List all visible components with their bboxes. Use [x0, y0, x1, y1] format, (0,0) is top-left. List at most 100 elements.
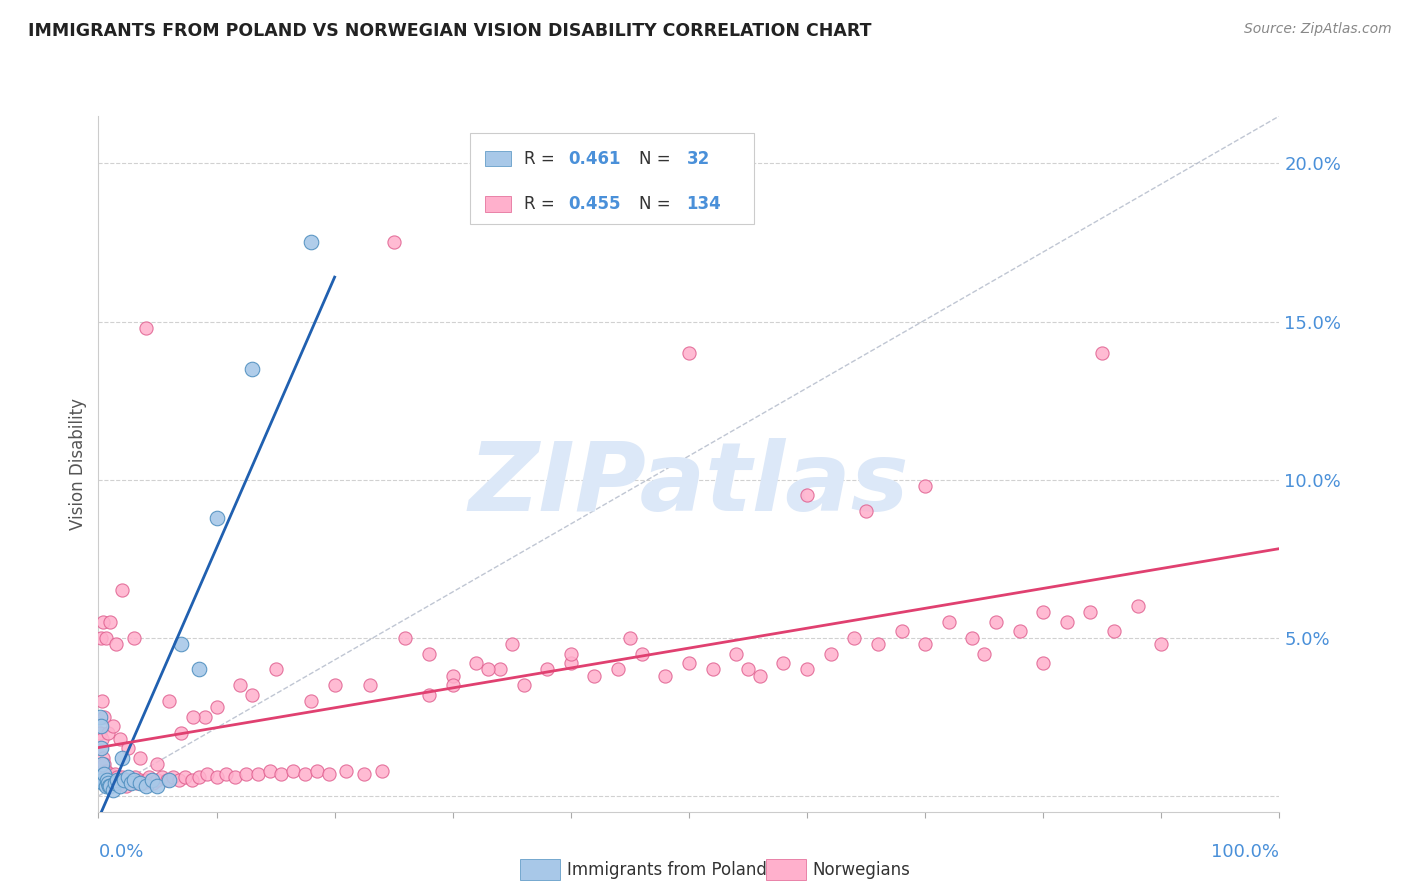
Point — [90, 719, 112, 733]
Point — [560, 647, 582, 661]
Point — [914, 479, 936, 493]
Point — [112, 776, 135, 790]
Point — [194, 710, 217, 724]
Text: R =: R = — [523, 150, 560, 168]
Point — [323, 678, 346, 692]
Point — [156, 773, 179, 788]
Text: N =: N = — [640, 195, 676, 213]
Point — [122, 773, 145, 788]
Point — [97, 776, 120, 790]
Point — [583, 669, 606, 683]
Point — [112, 773, 135, 788]
Point — [224, 770, 246, 784]
Point — [173, 770, 195, 784]
Point — [90, 741, 112, 756]
Point — [111, 583, 134, 598]
Point — [187, 770, 209, 784]
Point — [138, 770, 160, 784]
Point — [104, 776, 127, 790]
Point — [259, 764, 281, 778]
Point — [97, 773, 120, 788]
Point — [101, 719, 124, 733]
Text: IMMIGRANTS FROM POLAND VS NORWEGIAN VISION DISABILITY CORRELATION CHART: IMMIGRANTS FROM POLAND VS NORWEGIAN VISI… — [28, 22, 872, 40]
Point — [630, 647, 652, 661]
Point — [465, 656, 488, 670]
Point — [1102, 624, 1125, 639]
Point — [117, 770, 139, 784]
Point — [142, 776, 165, 790]
Point — [128, 751, 150, 765]
Point — [107, 773, 129, 788]
Point — [108, 731, 131, 746]
Point — [1080, 606, 1102, 620]
Point — [96, 773, 118, 788]
Point — [167, 773, 190, 788]
Point — [91, 776, 114, 790]
Point — [91, 731, 114, 746]
Text: 32: 32 — [686, 150, 710, 168]
Point — [607, 662, 630, 676]
Point — [114, 780, 136, 794]
Point — [205, 700, 228, 714]
Point — [150, 770, 173, 784]
Point — [283, 764, 305, 778]
Point — [914, 637, 936, 651]
Point — [91, 751, 114, 765]
Point — [135, 780, 157, 794]
Text: 100.0%: 100.0% — [1212, 843, 1279, 861]
Point — [91, 694, 114, 708]
Point — [170, 725, 193, 739]
Point — [229, 678, 252, 692]
Point — [141, 773, 163, 788]
Point — [270, 766, 292, 780]
Point — [104, 766, 127, 780]
Point — [146, 757, 169, 772]
Point — [162, 770, 184, 784]
Point — [654, 669, 676, 683]
Point — [984, 615, 1007, 629]
Point — [170, 637, 193, 651]
Point — [128, 773, 150, 788]
Point — [394, 631, 416, 645]
Point — [100, 773, 122, 788]
Point — [890, 624, 912, 639]
Bar — [485, 196, 510, 211]
Y-axis label: Vision Disability: Vision Disability — [69, 398, 87, 530]
Point — [264, 662, 287, 676]
Point — [512, 678, 534, 692]
Point — [246, 766, 269, 780]
Point — [725, 647, 748, 661]
Text: 0.0%: 0.0% — [98, 843, 143, 861]
Point — [122, 631, 145, 645]
Text: Norwegians: Norwegians — [813, 861, 911, 879]
Point — [938, 615, 960, 629]
Point — [796, 488, 818, 502]
Point — [132, 776, 155, 790]
Point — [772, 656, 794, 670]
Point — [146, 780, 169, 794]
Point — [844, 631, 866, 645]
Point — [820, 647, 842, 661]
Point — [187, 662, 209, 676]
Point — [335, 764, 357, 778]
Point — [235, 766, 257, 780]
Point — [1150, 637, 1173, 651]
Point — [127, 776, 149, 790]
Point — [128, 776, 150, 790]
Point — [124, 770, 146, 784]
Point — [91, 757, 114, 772]
Point — [96, 766, 118, 780]
Point — [1032, 656, 1054, 670]
Point — [501, 637, 523, 651]
Point — [98, 615, 121, 629]
Point — [120, 776, 142, 790]
Point — [973, 647, 995, 661]
Point — [89, 710, 111, 724]
Point — [205, 770, 228, 784]
Point — [1056, 615, 1078, 629]
Point — [90, 631, 112, 645]
Point — [441, 678, 464, 692]
Point — [91, 773, 114, 788]
Point — [371, 764, 394, 778]
Point — [299, 694, 322, 708]
